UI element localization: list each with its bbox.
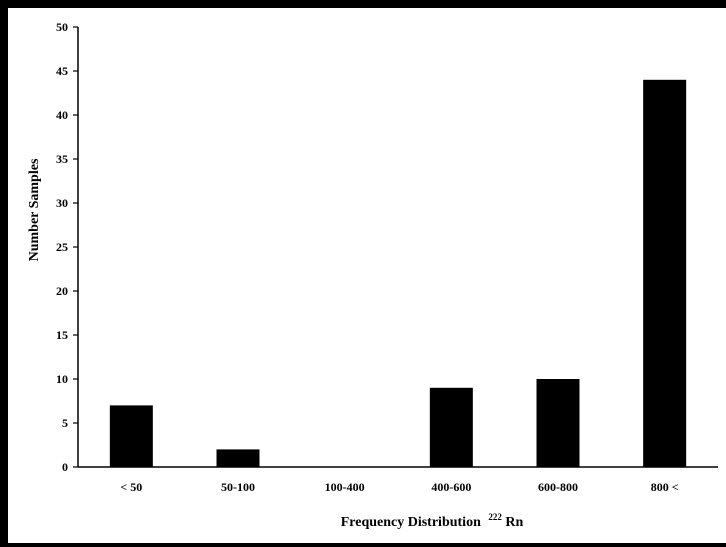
y-tick-label: 20 (56, 284, 68, 298)
y-tick-label: 50 (56, 20, 68, 34)
y-tick-label: 40 (56, 108, 68, 122)
x-axis-ticks: < 50 50-100 100-400 400-600 600-800 800 < (120, 480, 678, 494)
x-axis-label-text: Frequency Distribution (341, 515, 481, 530)
y-tick-label: 15 (56, 328, 68, 342)
y-axis-label: Number Samples (27, 158, 42, 261)
y-tick-label: 30 (56, 196, 68, 210)
x-tick-label: < 50 (120, 480, 142, 494)
bar (109, 405, 153, 467)
bar (536, 379, 580, 467)
y-tick-label: 45 (56, 64, 68, 78)
y-tick-label: 25 (56, 240, 68, 254)
bar (643, 79, 687, 468)
y-tick-label: 35 (56, 152, 68, 166)
x-tick-label: 800 < (651, 480, 679, 494)
x-axis-label: Frequency Distribution 222 Rn (341, 509, 524, 530)
y-axis-ticks: 0 5 10 15 20 25 30 35 40 45 50 (56, 20, 78, 474)
x-tick-label: 400-600 (431, 480, 471, 494)
y-tick-label: 5 (62, 416, 68, 430)
bar (429, 387, 473, 467)
bar (216, 449, 260, 467)
x-tick-label: 600-800 (538, 480, 578, 494)
y-tick-label: 10 (56, 372, 68, 386)
bars (109, 79, 687, 468)
x-tick-label: 100-400 (325, 480, 365, 494)
y-tick-label: 0 (62, 460, 68, 474)
x-axis-label-superscript: 222 (488, 512, 502, 522)
x-axis-label-suffix: Rn (505, 515, 523, 530)
x-tick-label: 50-100 (221, 480, 255, 494)
